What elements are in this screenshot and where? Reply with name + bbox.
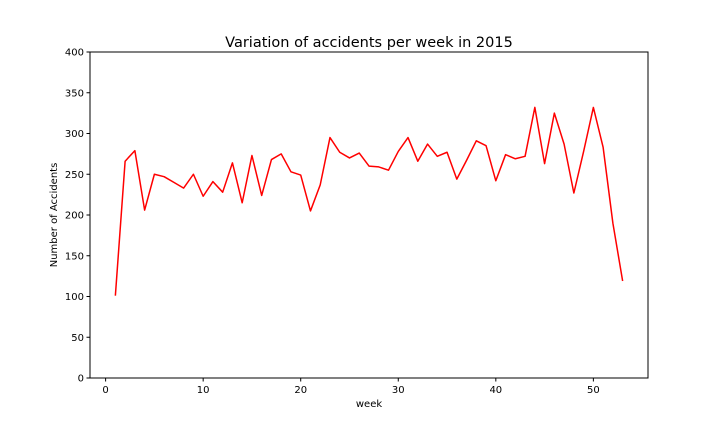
data-point [427, 143, 429, 145]
y-axis-ticks: 0 50 100 150 200 250 300 350 400 [65, 48, 90, 385]
data-point [319, 184, 321, 186]
data-point [241, 202, 243, 204]
data-point [115, 295, 117, 297]
y-tick-label: 400 [65, 48, 84, 59]
y-tick-label: 300 [65, 129, 84, 140]
data-point [212, 181, 214, 183]
data-point [300, 174, 302, 176]
y-tick-label: 100 [65, 292, 84, 303]
x-tick-label: 50 [587, 385, 600, 396]
data-point [280, 153, 282, 155]
x-axis-label: week [356, 399, 382, 410]
data-point [602, 147, 604, 149]
data-point [144, 209, 146, 211]
y-tick-label: 150 [65, 251, 84, 262]
data-point [534, 107, 536, 109]
data-point [368, 165, 370, 167]
plot-frame [89, 51, 649, 379]
x-tick-label: 40 [489, 385, 502, 396]
data-point [524, 156, 526, 158]
chart-title: Variation of accidents per week in 2015 [225, 35, 513, 51]
data-point [456, 178, 458, 180]
data-point [583, 151, 585, 153]
data-point [358, 152, 360, 154]
data-point [134, 150, 136, 152]
data-point [436, 156, 438, 158]
data-point [593, 107, 595, 109]
data-marks [114, 106, 624, 297]
data-point [261, 195, 263, 197]
data-point [563, 143, 565, 145]
x-tick-label: 20 [294, 385, 307, 396]
data-point [495, 180, 497, 182]
y-tick-label: 200 [65, 211, 84, 222]
data-point [417, 160, 419, 162]
data-point [310, 210, 312, 212]
data-point [466, 160, 468, 162]
x-tick-label: 0 [102, 385, 108, 396]
data-point [505, 154, 507, 156]
data-point [485, 145, 487, 147]
data-point [544, 163, 546, 165]
data-point [612, 222, 614, 224]
data-point [476, 140, 478, 142]
data-point [173, 182, 175, 184]
data-point [407, 137, 409, 139]
y-tick-label: 350 [65, 88, 84, 99]
data-point [251, 155, 253, 157]
x-tick-label: 30 [392, 385, 405, 396]
data-point [573, 192, 575, 194]
data-point [124, 160, 126, 162]
data-point [222, 191, 224, 193]
data-point [154, 173, 156, 175]
data-point [202, 195, 204, 197]
data-point [378, 166, 380, 168]
data-point [397, 151, 399, 153]
data-point [515, 158, 517, 160]
data-point [163, 176, 165, 178]
x-axis-ticks: 0 10 20 30 40 50 [102, 378, 600, 396]
data-point [193, 173, 195, 175]
data-point [339, 151, 341, 153]
y-tick-label: 0 [78, 374, 84, 385]
data-point [271, 159, 273, 161]
y-tick-label: 50 [71, 333, 84, 344]
data-point [329, 137, 331, 139]
y-axis-label: Number of Accidents [49, 163, 60, 268]
data-point [446, 151, 448, 153]
data-point [622, 280, 624, 282]
data-point [349, 157, 351, 159]
data-point [554, 112, 556, 114]
data-point [290, 171, 292, 173]
y-tick-label: 250 [65, 170, 84, 181]
data-point [232, 162, 234, 164]
data-point [388, 169, 390, 171]
data-point [183, 187, 185, 189]
x-tick-label: 10 [197, 385, 210, 396]
series-line [114, 106, 624, 296]
